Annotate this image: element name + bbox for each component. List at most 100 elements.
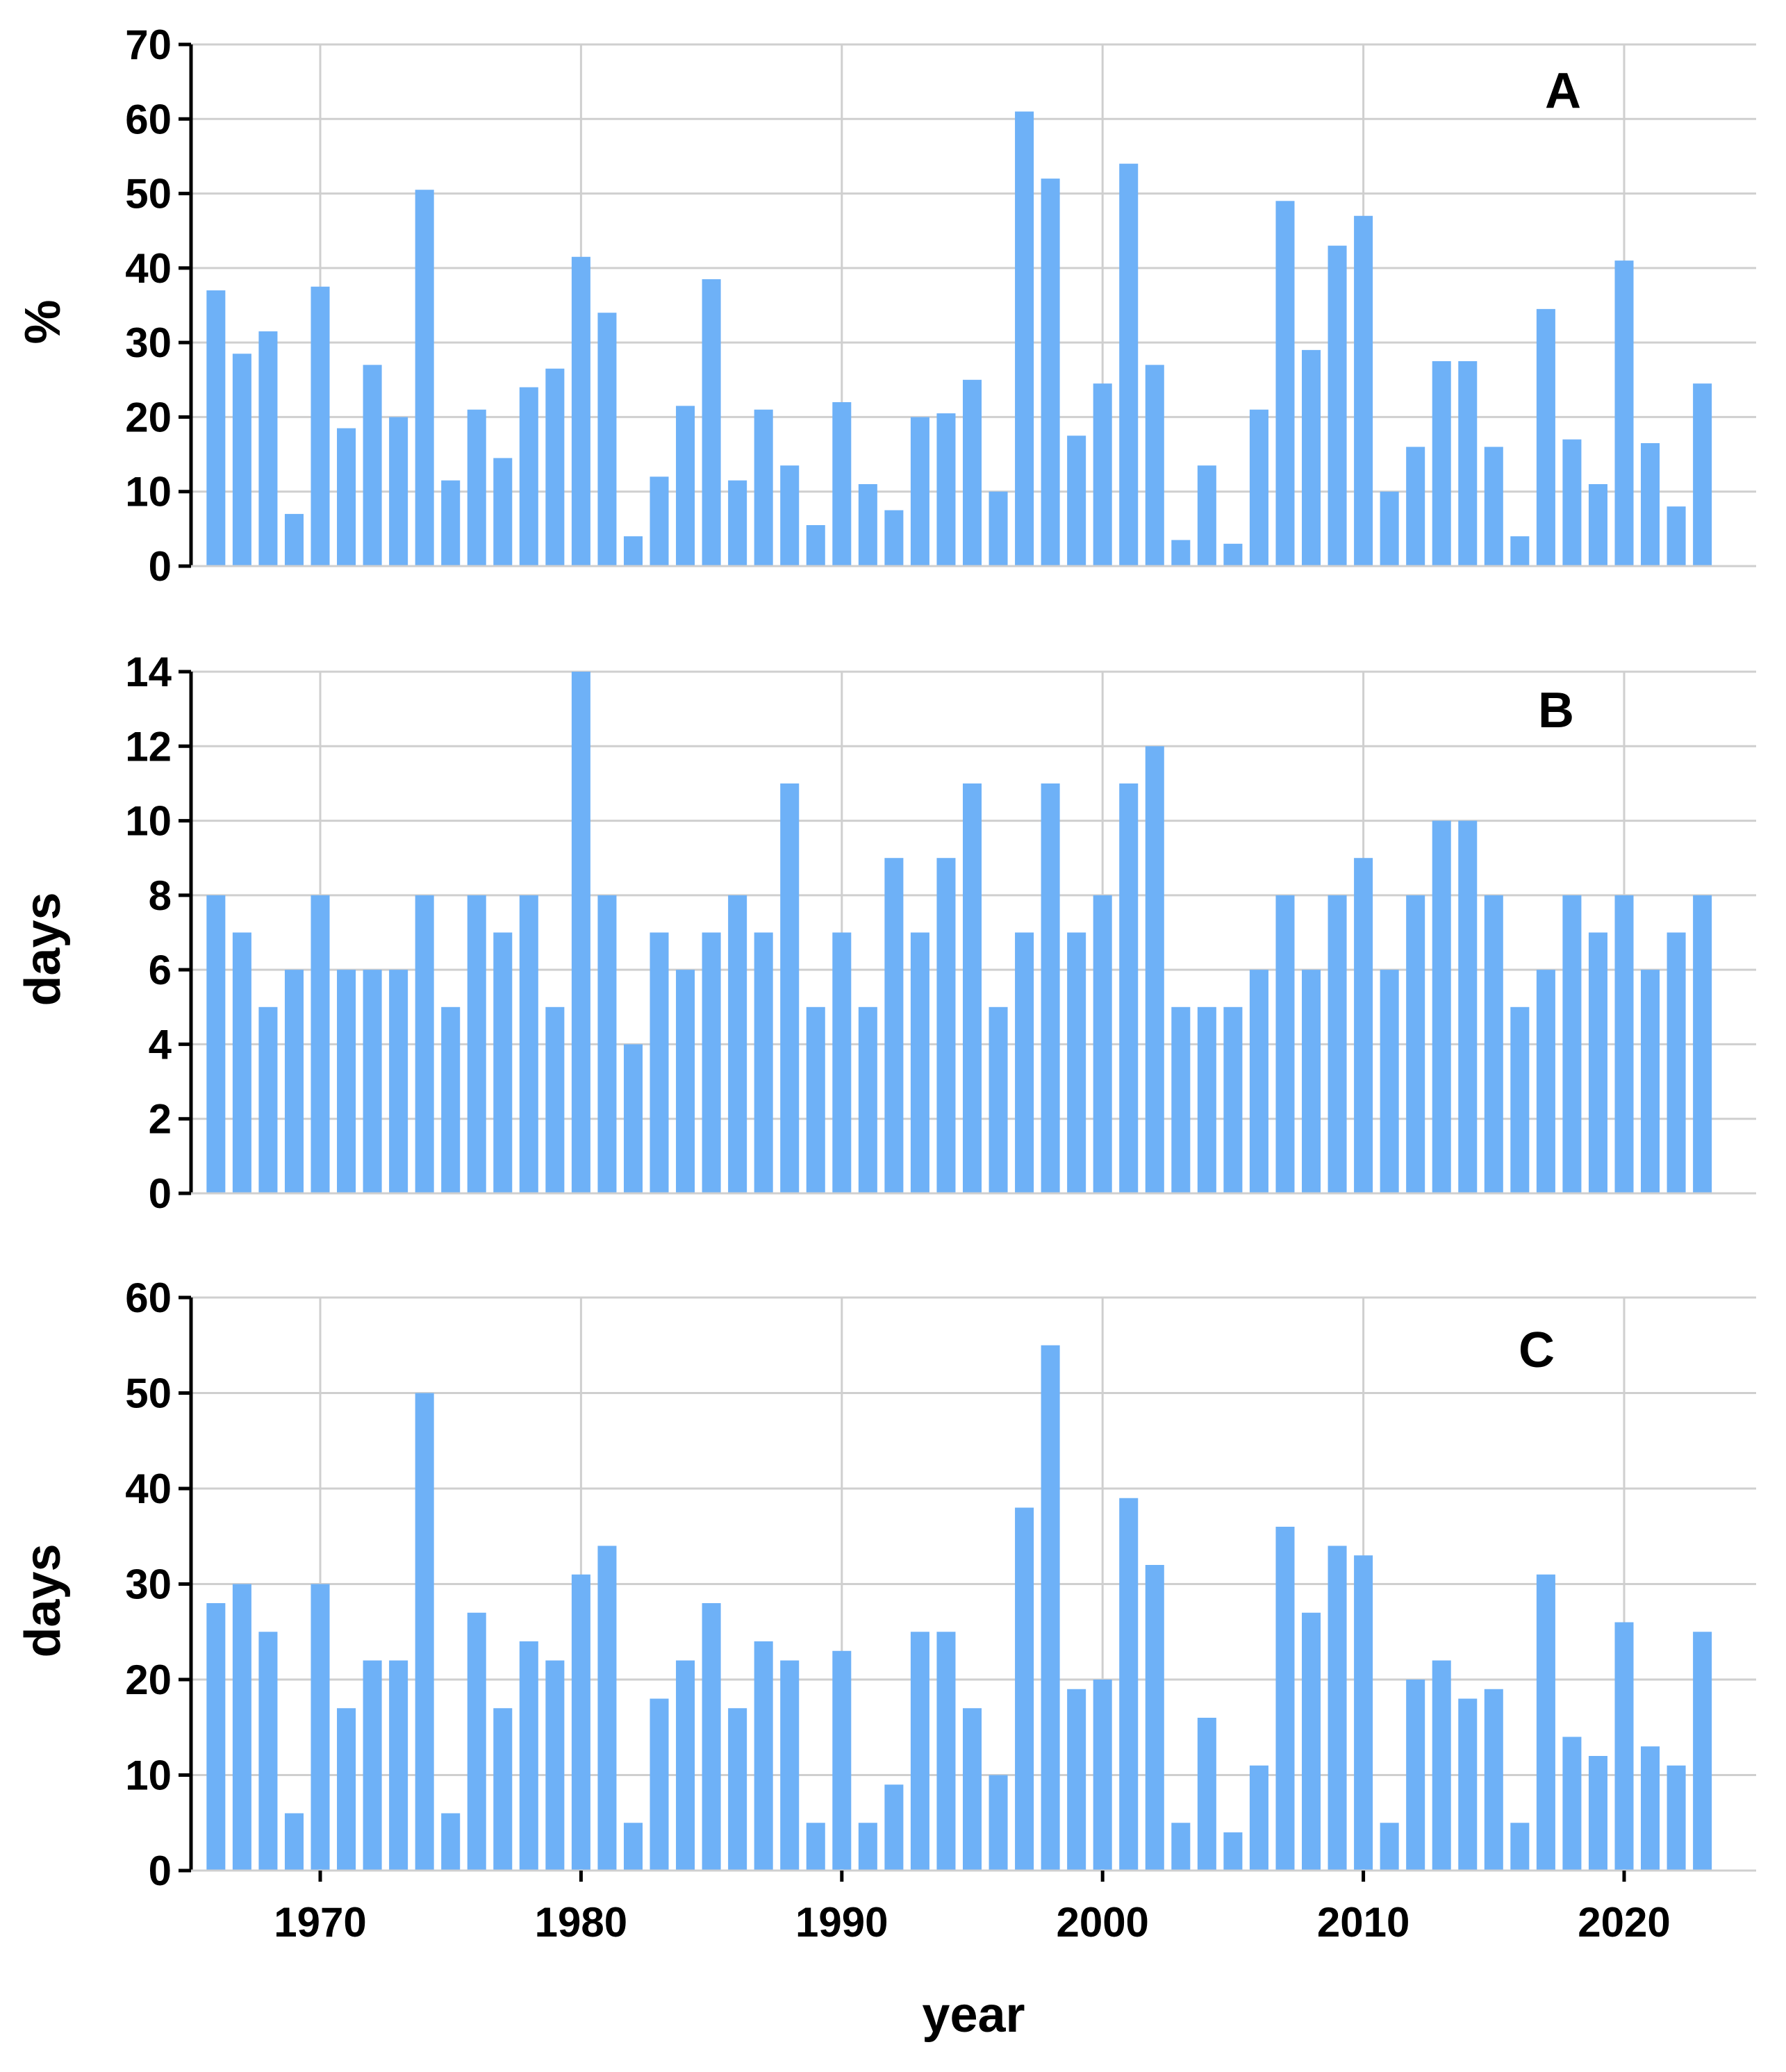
bar	[780, 783, 800, 1193]
bar	[936, 413, 956, 566]
y-tick-label: 0	[149, 1848, 172, 1894]
bar	[311, 895, 330, 1193]
bar	[1041, 179, 1060, 567]
bar	[702, 1603, 721, 1871]
bar	[962, 783, 982, 1193]
bar	[1641, 970, 1660, 1193]
bar	[1641, 442, 1660, 566]
panel-a: 0 10 20 30 40 50 60 70% A	[15, 22, 1756, 590]
bar	[806, 1006, 825, 1193]
bar	[1093, 895, 1112, 1193]
bar	[206, 290, 226, 566]
bar	[1197, 1006, 1216, 1193]
bar	[832, 401, 852, 566]
bar	[597, 1545, 617, 1871]
panel-letter: B	[1538, 683, 1574, 738]
bar	[1484, 447, 1503, 566]
bar	[676, 970, 695, 1193]
bar	[728, 895, 747, 1193]
bar	[1693, 383, 1712, 566]
bar	[780, 1660, 800, 1871]
bar	[1614, 1622, 1634, 1871]
bar	[1067, 932, 1086, 1193]
bar	[597, 313, 617, 566]
bar	[258, 1006, 278, 1193]
bar	[1015, 1507, 1034, 1871]
bar	[1302, 970, 1321, 1193]
bar	[1588, 1756, 1607, 1871]
bar	[389, 970, 408, 1193]
bar	[363, 1660, 382, 1871]
y-tick-label: 60	[125, 1275, 172, 1321]
bar	[650, 476, 669, 566]
bar	[1588, 932, 1607, 1193]
y-tick-label: 20	[125, 394, 172, 440]
bar	[910, 417, 929, 566]
bar	[389, 417, 408, 566]
bar	[441, 1006, 461, 1193]
bar	[232, 932, 251, 1193]
bar	[1093, 383, 1112, 566]
bar	[832, 1650, 852, 1871]
bar	[1562, 895, 1582, 1193]
bar	[1536, 970, 1555, 1193]
bar	[1197, 1718, 1216, 1871]
y-tick-label: 10	[125, 798, 172, 845]
bar	[858, 483, 877, 566]
bar	[1302, 349, 1321, 566]
x-tick-label: 1970	[274, 1899, 366, 1946]
bar	[989, 1006, 1008, 1193]
bar	[337, 1708, 356, 1871]
y-tick-label: 2	[149, 1096, 172, 1143]
bar	[1484, 895, 1503, 1193]
y-tick-label: 20	[125, 1657, 172, 1703]
bar	[650, 1698, 669, 1871]
bar	[1614, 260, 1634, 566]
bar	[884, 510, 904, 566]
y-tick-label: 4	[149, 1021, 172, 1068]
bar	[415, 1393, 434, 1871]
bar	[1328, 1545, 1347, 1871]
bar	[1380, 1823, 1399, 1871]
bar	[284, 1813, 304, 1871]
bar	[1458, 360, 1478, 566]
bar	[519, 1641, 538, 1871]
bar	[1171, 1823, 1191, 1871]
y-tick-label: 60	[125, 96, 172, 142]
bar	[1432, 360, 1451, 566]
y-tick-label: 40	[125, 1466, 172, 1512]
bar	[1145, 365, 1164, 566]
x-tick-label: 2000	[1056, 1899, 1148, 1946]
y-tick-label: 10	[125, 469, 172, 515]
bar	[936, 858, 956, 1193]
panel-b: 0 2 4 6 8 10 12 14 days B	[15, 649, 1756, 1217]
bar	[702, 279, 721, 566]
bar	[1119, 783, 1139, 1193]
panel-c: 0 10 20 30 40 50 60 days C 1970 1980 1990 2000 2010 20…	[15, 1275, 1756, 2043]
y-tick-label: 0	[149, 543, 172, 590]
bar	[389, 1660, 408, 1871]
y-tick-label: 40	[125, 245, 172, 292]
bar	[284, 970, 304, 1193]
y-tick-label: 70	[125, 22, 172, 68]
bar	[1510, 1823, 1530, 1871]
bar	[1510, 1006, 1530, 1193]
bar	[1067, 1689, 1086, 1871]
bar	[1380, 491, 1399, 566]
bar	[728, 1708, 747, 1871]
bar	[1328, 245, 1347, 566]
bar	[1093, 1680, 1112, 1871]
x-tick-label: 2010	[1317, 1899, 1409, 1946]
bar	[623, 1823, 643, 1871]
bar	[1432, 1660, 1451, 1871]
bar	[232, 1584, 251, 1871]
bar	[989, 491, 1008, 566]
panel-letter: C	[1519, 1323, 1555, 1378]
bar	[1041, 1345, 1060, 1871]
bar	[754, 1641, 773, 1871]
bar	[1223, 1832, 1243, 1871]
bar	[1145, 1565, 1164, 1871]
bar	[1484, 1689, 1503, 1871]
bar	[311, 286, 330, 566]
y-tick-label: 30	[125, 320, 172, 366]
